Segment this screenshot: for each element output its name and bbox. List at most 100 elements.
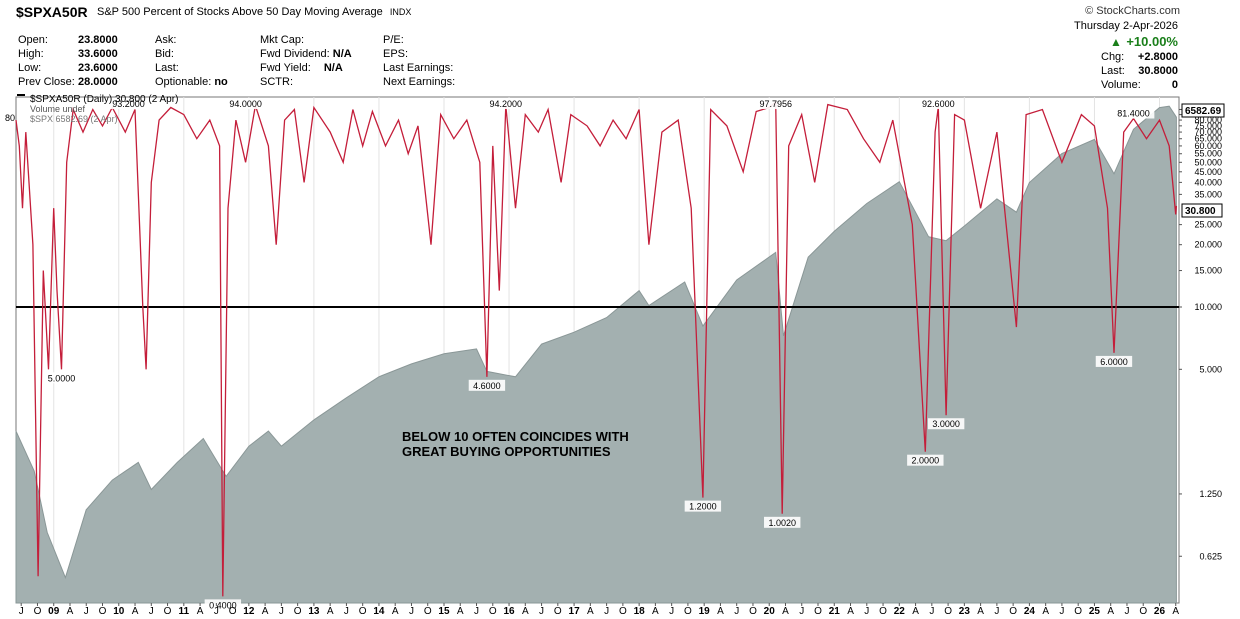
- high-value: 33.6000: [78, 48, 118, 60]
- y-tick-label: 40.000: [1194, 177, 1222, 187]
- legend-spx: $SPX 6582.69 (2 Apr): [30, 114, 118, 124]
- data-label-bg: [927, 418, 965, 430]
- data-label: 2.0000: [912, 456, 940, 466]
- x-tick-label: A: [262, 606, 269, 617]
- quote-labels-col3: Mkt Cap: Fwd Dividend: N/A Fwd Yield: N/…: [260, 33, 352, 89]
- low-value: 23.6000: [78, 62, 118, 74]
- fwddiv-value: N/A: [332, 48, 352, 60]
- ask-label: Ask:: [155, 34, 177, 46]
- high-label: High:: [18, 48, 44, 60]
- summary-values: +2.8000 30.8000 0: [1138, 50, 1178, 92]
- x-tick-label: J: [279, 606, 284, 617]
- y-tick-label: 5.000: [1199, 364, 1222, 374]
- fwdyield-value: N/A: [323, 62, 343, 74]
- x-tick-label: 15: [438, 606, 450, 617]
- x-tick-label: 17: [569, 606, 581, 617]
- data-label: 97.7956: [759, 99, 792, 109]
- annotation-line-1: BELOW 10 OFTEN COINCIDES WITH: [402, 429, 629, 444]
- next-earnings-label: Next Earnings:: [383, 76, 456, 88]
- x-axis-ticks: J O 09 A J O 10 A J O 11 A J O 12 A J O 13 A J O 14 A J O 15 A J O 16 A…: [19, 603, 1179, 617]
- x-tick-label: O: [34, 606, 42, 617]
- x-tick-label: J: [734, 606, 739, 617]
- x-tick-label: J: [604, 606, 609, 617]
- x-tick-label: O: [944, 606, 952, 617]
- x-tick-label: A: [912, 606, 919, 617]
- x-tick-label: J: [214, 606, 219, 617]
- x-tick-label: O: [879, 606, 887, 617]
- data-label-bg: [1112, 107, 1155, 119]
- bid-label: Bid:: [155, 48, 174, 60]
- pct-change-row: ▲ +10.00%: [1110, 33, 1178, 51]
- volume-value: 0: [1171, 79, 1178, 91]
- data-label: 1.2000: [689, 502, 717, 512]
- x-tick-label: A: [587, 606, 594, 617]
- data-label: 94.2000: [490, 99, 523, 109]
- mktcap-label: Mkt Cap:: [260, 34, 305, 46]
- chg-value: +2.8000: [1137, 51, 1178, 63]
- annotation-line-2: GREAT BUYING OPPORTUNITIES: [402, 444, 611, 459]
- y-axis-ticks: 0.625 1.250 5.000 10.000 15.000 20.000 25.000 3…: [1179, 104, 1222, 561]
- data-label-bg: [484, 98, 527, 109]
- x-tick-label: 25: [1089, 606, 1101, 617]
- last-label: Last:: [155, 62, 179, 74]
- x-tick-label: 14: [373, 606, 385, 617]
- x-tick-label: J: [994, 606, 999, 617]
- annotation: BELOW 10 OFTEN COINCIDES WITH GREAT BUYI…: [402, 429, 629, 459]
- eps-label: EPS:: [383, 48, 409, 60]
- chart-description: S&P 500 Percent of Stocks Above 50 Day M…: [97, 6, 411, 18]
- y-tick-label: 45.000: [1194, 167, 1222, 177]
- y-tick-label: 65.000: [1194, 134, 1222, 144]
- quote-labels-col2: Ask: Bid: Last: Optionable: no: [155, 33, 228, 89]
- x-tick-label: O: [1139, 606, 1147, 617]
- up-arrow-icon: ▲: [1109, 35, 1122, 49]
- left-edge-label: 80: [5, 113, 15, 123]
- x-tick-label: O: [749, 606, 757, 617]
- x-tick-label: J: [344, 606, 349, 617]
- x-tick-label: O: [619, 606, 627, 617]
- y-tick-label: 50.000: [1194, 157, 1222, 167]
- x-tick-label: 11: [179, 606, 190, 617]
- summary-last-label: Last:: [1101, 65, 1125, 77]
- last-price-label: 30.800: [1185, 206, 1216, 217]
- y-tick-label: 60.000: [1194, 141, 1222, 151]
- legend-line-swatch: [17, 94, 25, 96]
- pct-change-value: +10.00%: [1126, 34, 1178, 49]
- x-tick-label: 18: [634, 606, 646, 617]
- exchange-label: INDX: [389, 7, 412, 17]
- optionable-value: no: [214, 76, 228, 88]
- open-value: 23.8000: [78, 34, 118, 46]
- x-tick-label: O: [359, 606, 367, 617]
- data-label-bg: [1095, 355, 1133, 367]
- data-label-bg: [684, 500, 722, 512]
- data-labels: 93.2000 94.0000 94.2000 97.7956 92.6000 81.40…: [43, 98, 1155, 611]
- summary-last-value: 30.8000: [1138, 65, 1178, 77]
- x-tick-label: O: [99, 606, 107, 617]
- fwdyield-row: Fwd Yield: N/A: [260, 61, 352, 75]
- x-tick-label: 09: [48, 606, 60, 617]
- data-label: 6.0000: [1100, 357, 1128, 367]
- x-tick-label: A: [132, 606, 139, 617]
- x-tick-label: 10: [113, 606, 125, 617]
- spx-price-label: 6582.69: [1185, 106, 1222, 117]
- breadth-line-series: [15, 100, 1178, 597]
- x-tick-label: O: [814, 606, 822, 617]
- x-tick-label: O: [229, 606, 237, 617]
- x-tick-label: A: [1107, 606, 1114, 617]
- y-tick-label: 80.000: [1194, 115, 1222, 125]
- x-tick-label: 23: [959, 606, 971, 617]
- x-tick-label: O: [489, 606, 497, 617]
- x-tick-label: A: [717, 606, 724, 617]
- y-tick-label: 1.250: [1199, 489, 1222, 499]
- x-tick-label: 19: [699, 606, 711, 617]
- x-tick-label: 20: [764, 606, 776, 617]
- x-tick-label: A: [977, 606, 984, 617]
- data-label-bg: [224, 98, 267, 109]
- quote-labels-col4: P/E: EPS: Last Earnings: Next Earnings:: [383, 33, 455, 89]
- x-tick-label: J: [84, 606, 89, 617]
- description-text: S&P 500 Percent of Stocks Above 50 Day M…: [97, 6, 383, 18]
- x-tick-label: J: [149, 606, 154, 617]
- spx-price-box: [1181, 103, 1225, 118]
- x-tick-label: J: [799, 606, 804, 617]
- data-label-bg: [907, 454, 944, 466]
- data-label-bg: [917, 98, 960, 109]
